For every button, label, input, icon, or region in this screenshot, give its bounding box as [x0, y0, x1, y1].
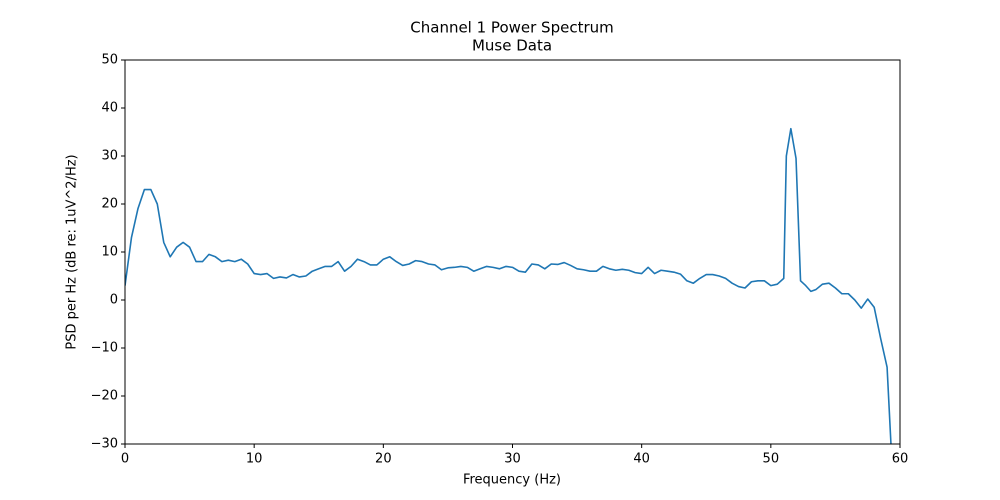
y-tick-label: 50 — [101, 53, 118, 68]
y-tick-label: −10 — [91, 341, 118, 356]
x-tick-label: 60 — [892, 452, 909, 467]
x-tick-label: 40 — [633, 452, 650, 467]
y-axis-label: PSD per Hz (dB re: 1uV^2/Hz) — [65, 154, 80, 349]
x-tick-label: 30 — [504, 452, 521, 467]
y-tick-label: 30 — [101, 149, 118, 164]
chart-title: Channel 1 Power Spectrum — [410, 19, 613, 37]
y-tick-label: 10 — [101, 245, 118, 260]
y-tick-label: 20 — [101, 197, 118, 212]
x-tick-label: 10 — [246, 452, 263, 467]
chart-subtitle: Muse Data — [472, 37, 552, 55]
y-tick-label: 0 — [110, 293, 118, 308]
x-tick-label: 20 — [375, 452, 392, 467]
x-axis-label: Frequency (Hz) — [463, 473, 561, 488]
x-tick-label: 50 — [763, 452, 780, 467]
y-tick-label: −30 — [91, 437, 118, 452]
y-tick-label: 40 — [101, 101, 118, 116]
plot-frame — [124, 59, 901, 445]
data-line — [125, 127, 892, 444]
x-tick-label: 0 — [121, 452, 129, 467]
y-tick-label: −20 — [91, 389, 118, 404]
